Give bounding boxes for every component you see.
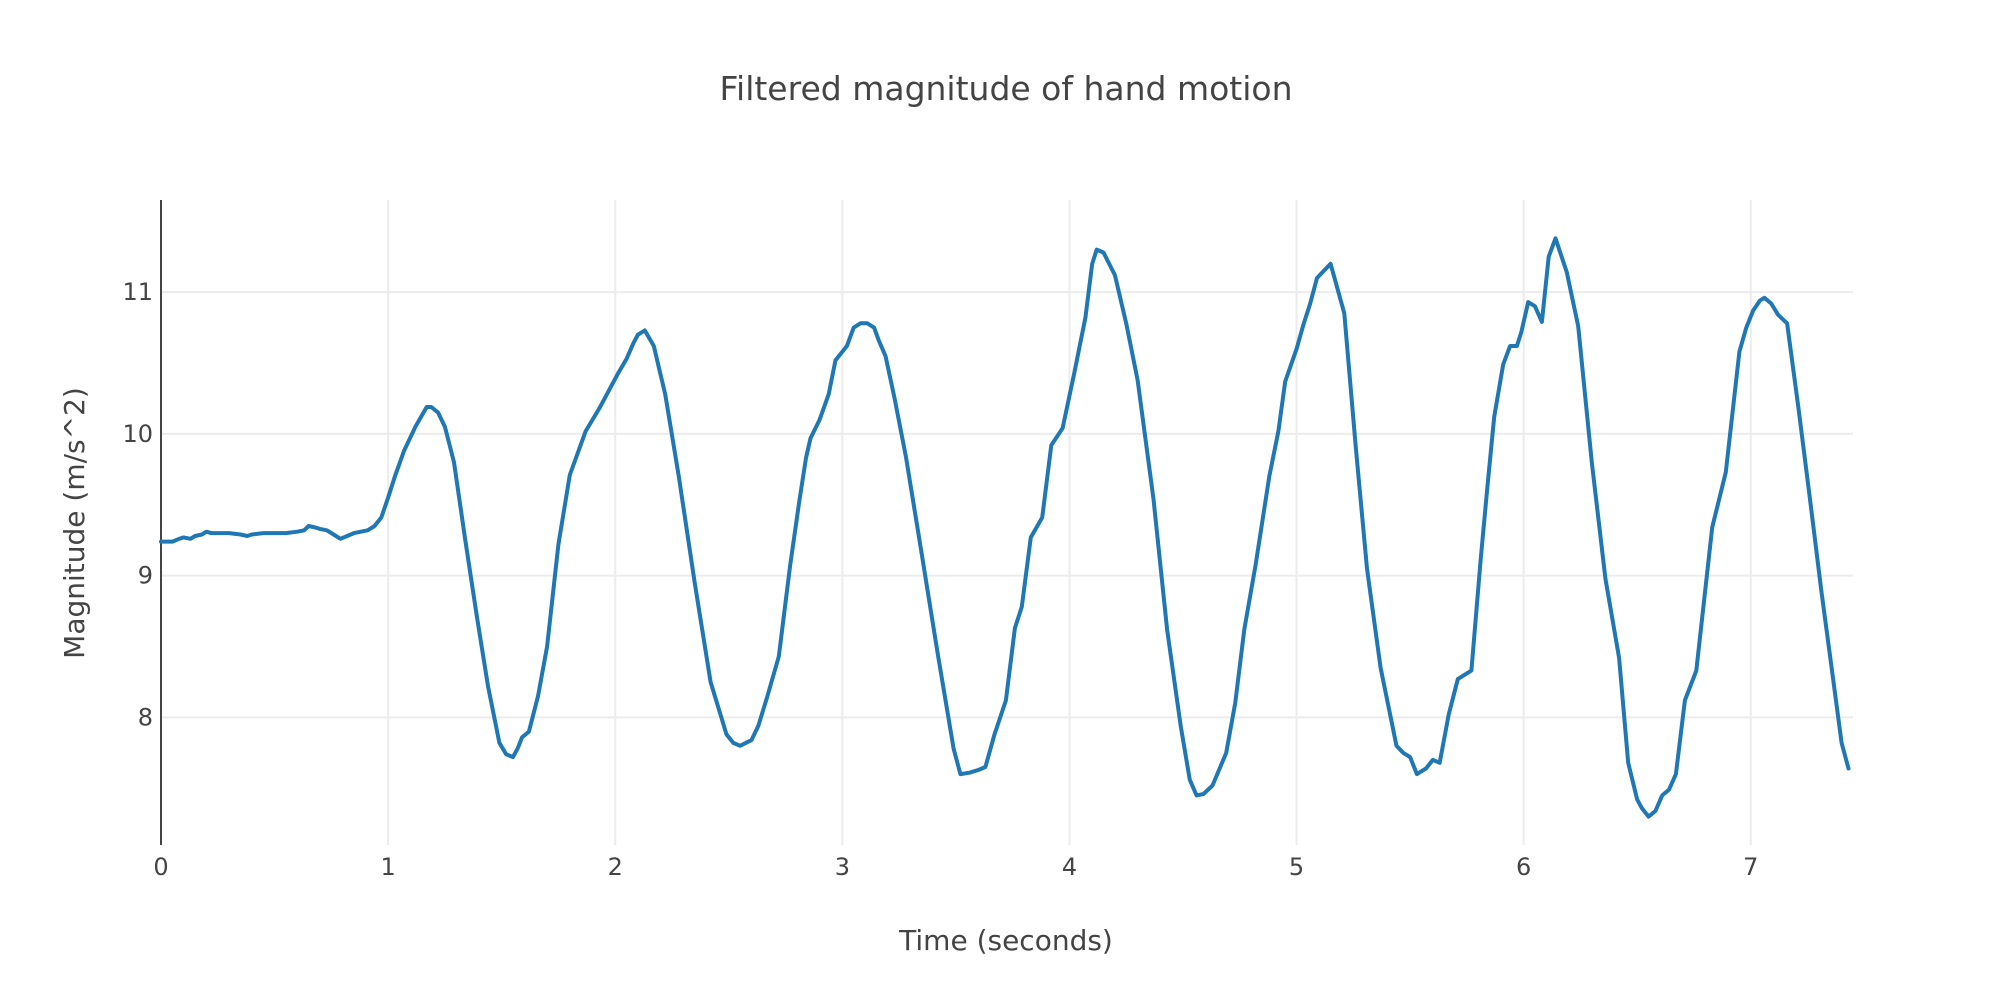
x-tick-label: 5 (1289, 853, 1304, 881)
x-tick-label: 6 (1516, 853, 1531, 881)
y-tick-label: 9 (138, 562, 153, 590)
x-tick-label: 3 (835, 853, 850, 881)
chart-title: Filtered magnitude of hand motion (719, 69, 1292, 108)
x-tick-label: 7 (1743, 853, 1758, 881)
x-tick-label: 0 (153, 853, 168, 881)
series-line (159, 236, 1851, 819)
y-gridlines (161, 291, 1853, 719)
x-tick-labels: 0 1 2 3 4 5 6 7 (153, 853, 1758, 881)
x-axis-title: Time (seconds) (898, 924, 1113, 957)
y-tick-labels: 8 9 10 11 (122, 278, 153, 731)
x-tick-label: 1 (380, 853, 395, 881)
x-tick-label: 2 (608, 853, 623, 881)
x-gridlines (387, 200, 1752, 845)
x-tick-label: 4 (1062, 853, 1077, 881)
y-tick-label: 10 (122, 420, 153, 448)
y-tick-label: 11 (122, 278, 153, 306)
y-tick-label: 8 (138, 703, 153, 731)
y-axis-title: Magnitude (m/s^2) (58, 387, 91, 659)
